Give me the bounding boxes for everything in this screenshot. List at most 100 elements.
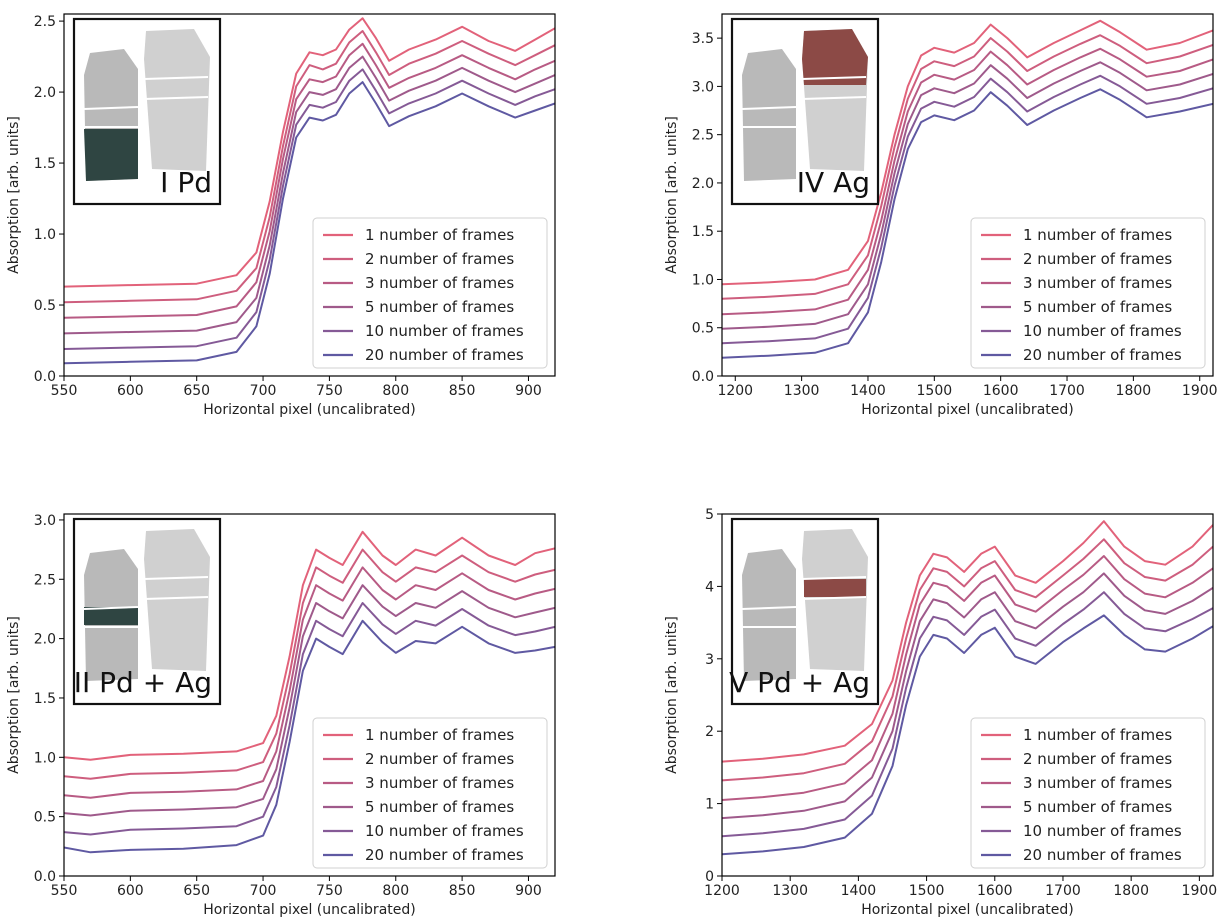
pd-ag-sample-icon <box>741 529 868 681</box>
x-tick-label: 650 <box>183 883 210 899</box>
y-tick-label: 2.0 <box>34 632 56 648</box>
y-tick-label: 0 <box>705 869 714 885</box>
left-sample-piece <box>742 49 796 181</box>
axes-frame <box>63 513 556 877</box>
cut-line <box>801 96 867 100</box>
x-tick-label: 1800 <box>1116 383 1152 399</box>
y-tick-label: 1.5 <box>34 156 56 172</box>
x-tick-label: 800 <box>382 883 409 899</box>
cut-line <box>83 106 139 110</box>
y-tick-label: 2.0 <box>34 85 56 101</box>
legend-box <box>970 217 1206 369</box>
series-line <box>722 572 1213 820</box>
chart-panel: 550 600 650 700 750 800 850 900 0.0 0.5 1.0 1.5 2.0 2… <box>6 513 556 918</box>
cut-line <box>143 596 209 600</box>
y-tick-label: 1.0 <box>34 750 56 766</box>
x-tick-label: 550 <box>51 883 78 899</box>
pd-ag-sample-icon <box>83 529 210 681</box>
cut-line <box>143 576 209 580</box>
x-tick-label: 1300 <box>784 383 820 399</box>
x-tick-label: 900 <box>515 383 542 399</box>
y-tick-label: 1.0 <box>692 272 714 288</box>
legend-entry: 10 number of frames <box>1023 322 1182 340</box>
cut-line <box>143 76 209 80</box>
series-line <box>722 555 1213 801</box>
series-line <box>64 602 555 836</box>
pd-deposit <box>84 129 138 181</box>
y-axis-label: Absorption [arb. units] <box>664 616 680 774</box>
cut-line <box>741 606 797 610</box>
legend-entry: 3 number of frames <box>1023 774 1172 792</box>
right-sample-piece <box>802 529 868 671</box>
x-tick-label: 1200 <box>704 883 740 899</box>
right-sample-piece <box>144 529 210 671</box>
right-sample-piece <box>144 29 210 171</box>
series-line <box>64 566 555 799</box>
y-axis-label: Absorption [arb. units] <box>6 616 22 774</box>
x-tick-label: 1500 <box>909 883 945 899</box>
legend-entry: 10 number of frames <box>365 322 524 340</box>
x-axis-label: Horizontal pixel (uncalibrated) <box>861 402 1073 418</box>
x-tick-label: 600 <box>117 883 144 899</box>
sample-inset: V Pd + Ag <box>729 517 880 706</box>
x-tick-label: 850 <box>449 883 476 899</box>
y-tick-label: 2.5 <box>34 572 56 588</box>
series-line <box>722 34 1213 300</box>
x-tick-label: 850 <box>449 383 476 399</box>
x-tick-label: 1700 <box>1045 883 1081 899</box>
x-tick-label: 750 <box>316 883 343 899</box>
y-tick-label: 2.0 <box>692 176 714 192</box>
legend-entry: 20 number of frames <box>1023 846 1182 864</box>
series-line <box>722 74 1213 345</box>
y-axis-label: Absorption [arb. units] <box>664 116 680 274</box>
legend-box <box>970 717 1206 869</box>
inset-label: I Pd <box>160 166 212 199</box>
legend-entry: 2 number of frames <box>1023 250 1172 268</box>
legend-entry: 3 number of frames <box>365 274 514 292</box>
y-tick-label: 2 <box>705 724 714 740</box>
chart-panel: 550 600 650 700 750 800 850 900 0.0 0.5 1.0 1.5 2.0 2… <box>6 13 556 418</box>
y-tick-label: 3 <box>705 652 714 668</box>
series-line <box>722 538 1213 782</box>
y-tick-label: 4 <box>705 579 714 595</box>
legend: 1 number of frames 2 number of frames 3 nu… <box>970 217 1206 369</box>
legend-entry: 10 number of frames <box>1023 822 1182 840</box>
series-line <box>64 584 555 817</box>
chart-panel: 1200 1300 1400 1500 1600 1700 1800 1900 0.0 0.5 1.… <box>664 13 1218 418</box>
y-tick-label: 3.5 <box>692 31 714 47</box>
x-tick-label: 1400 <box>850 383 886 399</box>
legend-entry: 1 number of frames <box>365 726 514 744</box>
legend-entry: 1 number of frames <box>1023 726 1172 744</box>
chart-panel: 1200 1300 1400 1500 1600 1700 1800 1900 0 1 2 3 4 5 Ho… <box>664 507 1217 918</box>
legend-entry: 20 number of frames <box>365 346 524 364</box>
sample-inset: I Pd <box>72 17 222 206</box>
x-tick-label: 1400 <box>841 883 877 899</box>
x-tick-label: 1600 <box>977 883 1013 899</box>
x-tick-label: 650 <box>183 383 210 399</box>
cut-line <box>801 576 867 580</box>
inset-label: II Pd + Ag <box>74 666 212 699</box>
series-lines <box>64 17 555 365</box>
series-line <box>722 614 1213 856</box>
y-tick-label: 0.0 <box>692 369 714 385</box>
cut-line <box>143 96 209 100</box>
series-line <box>64 55 555 335</box>
legend-entry: 20 number of frames <box>1023 346 1182 364</box>
x-tick-label: 1600 <box>983 383 1019 399</box>
legend-entry: 5 number of frames <box>365 798 514 816</box>
y-tick-label: 1.5 <box>34 691 56 707</box>
x-axis-label: Horizontal pixel (uncalibrated) <box>203 902 415 918</box>
cut-line <box>83 606 139 610</box>
y-tick-label: 2.5 <box>34 14 56 30</box>
legend-entry: 3 number of frames <box>1023 274 1172 292</box>
pd-sample-icon <box>83 29 210 181</box>
x-tick-label: 700 <box>250 883 277 899</box>
x-tick-label: 700 <box>250 383 277 399</box>
series-line <box>64 30 555 304</box>
series-lines <box>722 19 1213 359</box>
y-tick-label: 1.5 <box>692 224 714 240</box>
ag-sample-icon <box>741 29 868 181</box>
legend-entry: 2 number of frames <box>365 250 514 268</box>
legend-entry: 2 number of frames <box>365 750 514 768</box>
